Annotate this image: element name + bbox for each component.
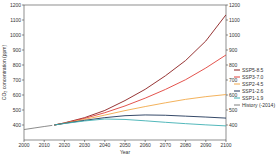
y2-tick-label: 800 (229, 62, 238, 68)
legend-label: SSP2-4.5 (242, 81, 264, 87)
x-tick-label: 2070 (160, 142, 171, 148)
legend-swatch (234, 98, 240, 99)
y2-tick-label: 400 (229, 122, 238, 128)
y-tick (22, 50, 24, 51)
x-tick-label: 2060 (140, 142, 151, 148)
y-tick-label: 500 (13, 107, 22, 113)
x-tick-label: 2020 (59, 142, 70, 148)
y2-tick (226, 95, 228, 96)
y-tick-label: 1100 (10, 17, 21, 23)
series-line (54, 119, 226, 126)
y2-tick (226, 5, 228, 6)
y2-tick-label: 1200 (229, 2, 240, 8)
x-tick-label: 2000 (18, 142, 29, 148)
legend-label: SSP1-1.9 (242, 95, 264, 101)
plot-frame (24, 5, 226, 140)
y-tick-label: 800 (13, 62, 22, 68)
series-group (24, 15, 226, 130)
legend-label: SSP5-8.5 (242, 67, 264, 73)
legend-swatch (234, 77, 240, 78)
y-tick-label: 900 (13, 47, 22, 53)
y2-tick-label: 1100 (229, 17, 240, 23)
y-tick (22, 95, 24, 96)
y2-tick (226, 65, 228, 66)
y-tick-label: 400 (13, 122, 22, 128)
y2-tick-label: 700 (229, 77, 238, 83)
y-tick (22, 5, 24, 6)
series-line (54, 15, 226, 125)
y-tick (22, 65, 24, 66)
y2-tick (226, 80, 228, 81)
y2-tick-label: 600 (229, 92, 238, 98)
chart: 400 400 500 500 600 600 700 700 800 800 900 900 1000… (0, 0, 280, 156)
legend-swatch (234, 105, 240, 106)
y2-tick (226, 50, 228, 51)
y-tick (22, 110, 24, 111)
x-tick-label: 2050 (119, 142, 130, 148)
y2-tick-label: 500 (229, 107, 238, 113)
legend-swatch (234, 70, 240, 71)
series-line (54, 55, 226, 125)
x-tick-label: 2090 (200, 142, 211, 148)
legend-label: SSP3-7.0 (242, 74, 264, 80)
y-tick-label: 1200 (10, 2, 21, 8)
series-line (24, 125, 52, 129)
x-tick-label: 2010 (39, 142, 50, 148)
y2-tick (226, 35, 228, 36)
y-axis-label: CO₂ concentration (ppm) (1, 45, 7, 101)
y2-tick-label: 900 (229, 47, 238, 53)
x-tick-label: 2040 (99, 142, 110, 148)
legend-swatch (234, 84, 240, 85)
y-tick-label: 700 (13, 77, 22, 83)
y-tick-label: 600 (13, 92, 22, 98)
series-line (54, 115, 226, 125)
x-tick-label: 2030 (79, 142, 90, 148)
y-tick (22, 80, 24, 81)
legend-label: History (-2014) (242, 102, 275, 108)
y-tick-label: 1000 (10, 32, 21, 38)
y2-tick (226, 20, 228, 21)
y2-tick (226, 125, 228, 126)
x-axis-label: Year (120, 149, 130, 155)
series-line (54, 95, 226, 125)
x-tick-label: 2080 (180, 142, 191, 148)
y-tick (22, 20, 24, 21)
legend-swatch (234, 91, 240, 92)
y-tick (22, 35, 24, 36)
y2-tick (226, 110, 228, 111)
legend-label: SSP1-2.6 (242, 88, 264, 94)
x-tick-label: 2100 (220, 142, 231, 148)
y-tick (22, 125, 24, 126)
y2-tick-label: 1000 (229, 32, 240, 38)
